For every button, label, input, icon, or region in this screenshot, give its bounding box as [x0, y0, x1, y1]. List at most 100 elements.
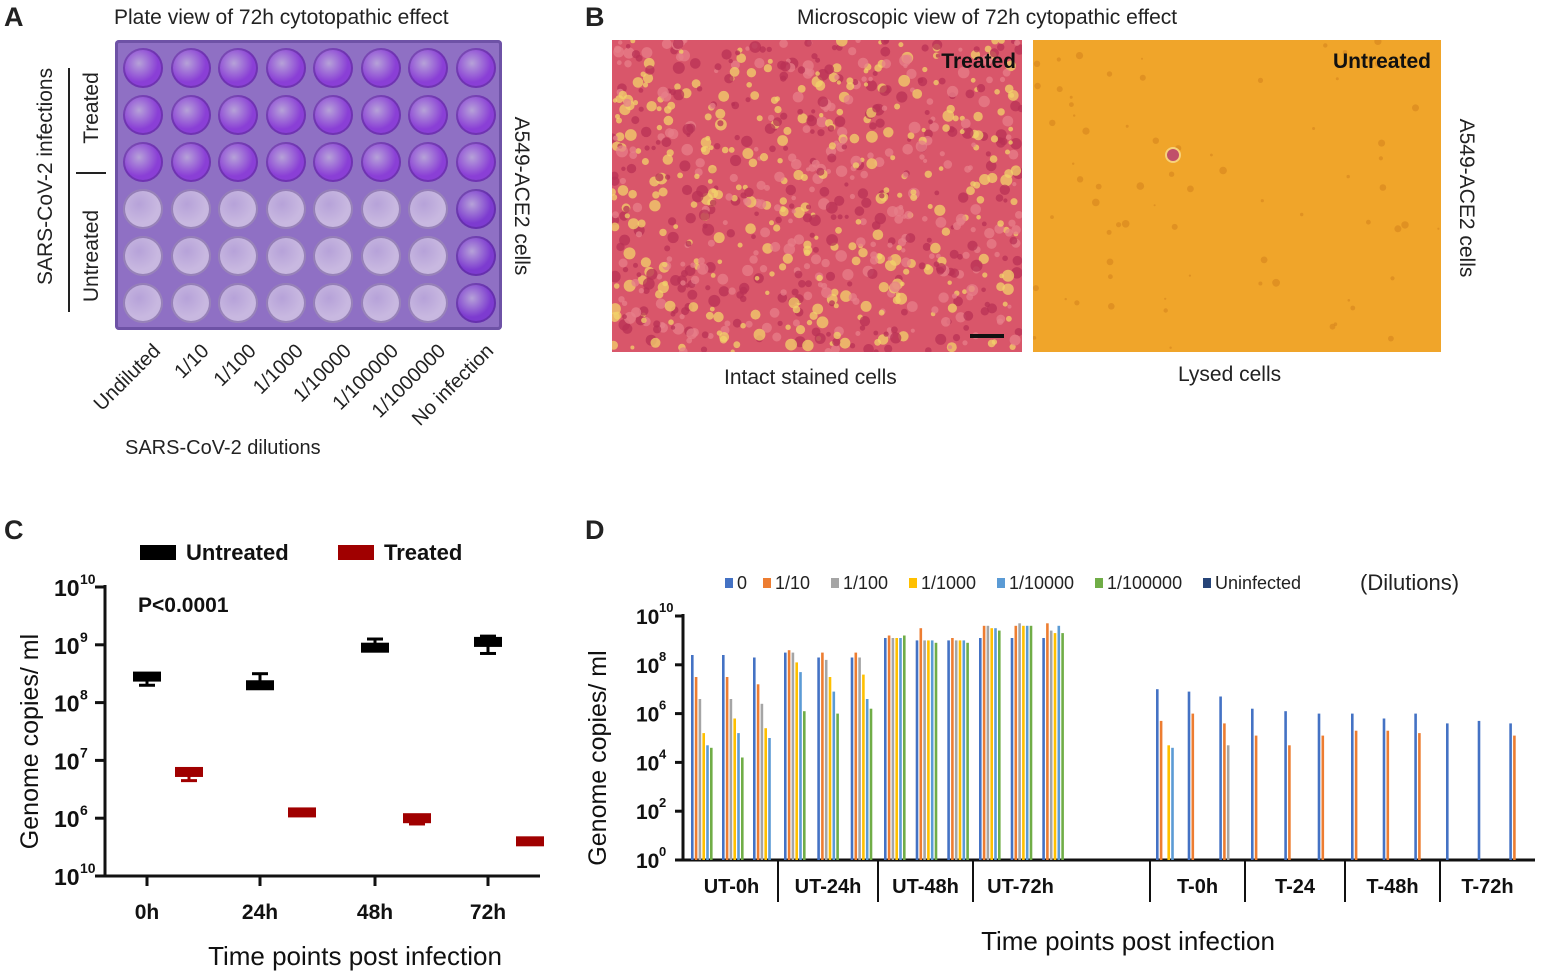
cell-texture	[922, 242, 931, 251]
cell-texture	[835, 165, 848, 177]
cell-texture	[668, 319, 674, 326]
cell-texture	[726, 229, 735, 238]
cell-texture	[746, 68, 757, 78]
cell-texture	[1008, 126, 1014, 132]
cell-texture	[749, 41, 762, 53]
cell-texture	[619, 234, 631, 246]
plate-well	[170, 283, 211, 323]
bar-ut-72h	[986, 625, 990, 860]
cell-texture	[791, 195, 796, 201]
x-axis-title: Time points post infection	[208, 941, 502, 971]
cell-texture	[656, 274, 663, 280]
y-axis-title: Genome copies/ ml	[16, 634, 44, 849]
cell-texture	[875, 118, 885, 128]
bar-ut-24h	[836, 713, 839, 860]
cell-texture	[740, 192, 747, 199]
cell-texture	[925, 347, 932, 352]
plate-well	[408, 48, 448, 88]
cell-texture	[821, 287, 832, 298]
cell-texture	[659, 322, 666, 329]
cell-texture	[989, 155, 998, 163]
cell-texture	[855, 331, 861, 336]
x-tick-label: 24h	[242, 901, 278, 924]
cell-texture	[759, 153, 769, 162]
y-tick-label: 10	[636, 704, 659, 727]
cell-texture	[936, 263, 947, 274]
cell-texture	[624, 129, 637, 141]
cell-texture	[646, 268, 658, 280]
cell-texture	[685, 240, 692, 247]
cell-texture	[695, 158, 705, 168]
plate-well	[123, 283, 163, 323]
plate-well	[408, 142, 448, 182]
cell-texture	[890, 332, 902, 344]
category-label: UT-24h	[795, 876, 862, 898]
debris-texture	[1106, 71, 1113, 77]
cell-texture	[903, 268, 910, 275]
cell-texture	[762, 243, 773, 254]
cell-texture	[763, 64, 772, 73]
cell-texture	[622, 266, 629, 273]
bar-t-72h	[1513, 735, 1516, 860]
y-tick-label: 10	[54, 691, 80, 717]
bar-ut-48h	[915, 640, 919, 860]
bar-t-24	[1321, 735, 1325, 860]
category-label: T-24	[1275, 876, 1316, 898]
cell-texture	[952, 334, 961, 342]
cell-texture	[687, 289, 698, 300]
culture-plate-image	[115, 40, 502, 330]
debris-texture	[1116, 222, 1122, 228]
cell-texture	[934, 204, 946, 216]
untreated-point	[133, 671, 161, 682]
bar-ut-0h	[753, 657, 756, 860]
cell-texture	[638, 106, 644, 112]
bar-ut-72h	[1042, 638, 1045, 860]
cell-texture	[666, 149, 674, 157]
y-tick-exponent: 0	[659, 844, 666, 859]
cell-texture	[810, 254, 822, 265]
debris-texture	[1095, 183, 1102, 190]
cell-texture	[767, 114, 775, 122]
cell-texture	[788, 297, 800, 309]
cell-texture	[782, 253, 793, 264]
cell-texture	[642, 277, 655, 290]
plate-well	[455, 283, 496, 323]
legend-swatch	[763, 578, 771, 588]
cell-texture	[722, 220, 728, 226]
cell-texture	[984, 45, 992, 53]
bar-t-48h	[1414, 713, 1417, 860]
cell-texture	[837, 214, 843, 220]
cell-texture	[1002, 115, 1014, 127]
cell-texture	[994, 89, 1000, 95]
cell-texture	[1006, 315, 1012, 322]
cell-texture	[919, 154, 925, 160]
cell-texture	[980, 307, 989, 316]
cell-texture	[816, 167, 825, 176]
cell-texture	[683, 40, 688, 43]
scale-bar	[970, 334, 1004, 338]
cell-texture	[931, 306, 939, 314]
bar-ut-48h	[903, 635, 906, 860]
cell-texture	[724, 320, 731, 327]
cell-texture	[961, 127, 974, 139]
cell-texture	[873, 349, 879, 352]
cell-texture	[824, 64, 835, 75]
debris-texture	[1346, 174, 1350, 179]
cell-texture	[719, 332, 730, 342]
bar-t-48h	[1382, 718, 1386, 860]
legend-swatch	[1203, 578, 1211, 588]
cell-texture	[805, 280, 812, 288]
bar-t-0h	[1187, 691, 1191, 860]
cell-texture	[962, 340, 968, 346]
cell-texture	[754, 211, 759, 217]
cell-texture	[629, 146, 637, 154]
cell-texture	[612, 135, 619, 141]
bar-ut-72h	[1057, 625, 1061, 860]
cell-texture	[705, 285, 711, 291]
bar-ut-72h	[1018, 623, 1021, 860]
cell-texture	[887, 206, 898, 217]
cell-texture	[970, 181, 976, 187]
cell-texture	[991, 40, 999, 45]
cell-texture	[981, 221, 987, 227]
debris-texture	[1034, 82, 1041, 90]
